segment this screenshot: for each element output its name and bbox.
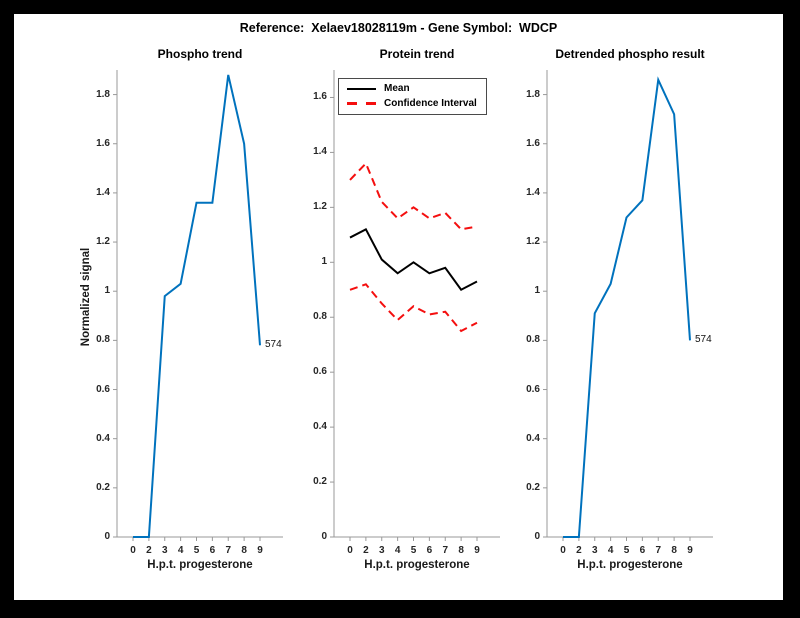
figure-title: Reference: Xelaev18028119m - Gene Symbol… bbox=[239, 21, 558, 35]
y-tick-label: 1.2 bbox=[313, 201, 327, 213]
x-tick-label: 7 bbox=[225, 545, 232, 556]
x-tick-label: 0 bbox=[347, 545, 353, 556]
legend-row-ci: Confidence Interval bbox=[347, 98, 477, 109]
y-tick-label: 0.8 bbox=[96, 334, 110, 346]
y-tick-label: 1.8 bbox=[96, 88, 110, 100]
x-tick-label: 5 bbox=[410, 545, 417, 556]
y-tick-label: 1.4 bbox=[313, 146, 327, 158]
detrended-end-annotation: 574 bbox=[695, 334, 712, 346]
subplot-detrended-title: Detrended phospho result bbox=[555, 47, 705, 61]
x-tick-label: 9 bbox=[474, 545, 480, 556]
x-tick-label: 0 bbox=[560, 545, 566, 556]
x-tick-label: 8 bbox=[671, 545, 677, 556]
phospho-trend-line bbox=[133, 74, 261, 538]
x-tick-label: 3 bbox=[161, 545, 168, 556]
y-tick-label: 0.8 bbox=[313, 311, 327, 323]
x-tick-label: 3 bbox=[378, 545, 385, 556]
x-axis-label-2: H.p.t. progesterone bbox=[364, 559, 470, 571]
detrended-phospho-line bbox=[563, 76, 691, 538]
y-tick-label: 1.4 bbox=[526, 186, 540, 198]
y-tick-label: 1.4 bbox=[96, 186, 110, 198]
x-tick-label: 2 bbox=[146, 545, 152, 556]
y-tick-label: 0.2 bbox=[313, 476, 327, 488]
mean-line-sample-icon bbox=[347, 87, 376, 90]
y-tick-label: 0.4 bbox=[313, 421, 327, 433]
y-tick-label: 1 bbox=[104, 285, 110, 297]
x-axis-label-3: H.p.t. progesterone bbox=[577, 559, 683, 571]
x-tick-label: 7 bbox=[655, 545, 662, 556]
x-tick-label: 9 bbox=[687, 545, 693, 556]
axis-lines bbox=[333, 70, 500, 538]
subplot-phospho-trend-title: Phospho trend bbox=[157, 47, 243, 61]
y-axis-label: Normalized signal bbox=[80, 247, 92, 347]
x-tick-label: 6 bbox=[209, 545, 216, 556]
confidence-interval-upper-line bbox=[349, 161, 478, 231]
confidence-interval-lower-line bbox=[349, 283, 478, 333]
legend-row-mean: Mean bbox=[347, 83, 477, 94]
x-tick-label: 2 bbox=[363, 545, 369, 556]
x-tick-label: 4 bbox=[177, 545, 184, 556]
x-tick-label: 5 bbox=[193, 545, 200, 556]
y-tick-label: 0.4 bbox=[96, 432, 110, 444]
x-tick-label: 6 bbox=[426, 545, 433, 556]
legend-label-ci: Confidence Interval bbox=[384, 98, 477, 109]
y-tick-label: 0 bbox=[104, 531, 110, 542]
x-tick-label: 2 bbox=[576, 545, 582, 556]
y-tick-label: 0.8 bbox=[526, 334, 540, 346]
y-tick-label: 1.8 bbox=[526, 88, 540, 100]
x-tick-label: 9 bbox=[257, 545, 263, 556]
y-tick-label: 1.2 bbox=[526, 236, 540, 248]
x-axis-label-1: H.p.t. progesterone bbox=[147, 559, 253, 571]
x-tick-label: 8 bbox=[458, 545, 464, 556]
legend-label-mean: Mean bbox=[384, 83, 410, 94]
legend: Mean Confidence Interval bbox=[338, 78, 487, 115]
x-tick-label: 8 bbox=[241, 545, 247, 556]
x-tick-label: 5 bbox=[623, 545, 630, 556]
y-tick-label: 1 bbox=[321, 256, 327, 268]
phospho-end-annotation: 574 bbox=[265, 339, 282, 351]
y-tick-label: 0 bbox=[321, 531, 327, 542]
x-tick-label: 6 bbox=[639, 545, 646, 556]
y-tick-label: 1.6 bbox=[313, 91, 327, 103]
y-tick-label: 0.6 bbox=[313, 366, 327, 378]
y-tick-label: 0.2 bbox=[96, 481, 110, 493]
y-tick-label: 0.6 bbox=[96, 383, 110, 395]
x-tick-label: 0 bbox=[130, 545, 136, 556]
y-tick-label: 0.2 bbox=[526, 481, 540, 493]
y-tick-label: 0.6 bbox=[526, 383, 540, 395]
plot-canvas bbox=[113, 70, 713, 541]
mean-line bbox=[349, 227, 478, 292]
subplot-protein-trend-title: Protein trend bbox=[379, 47, 455, 61]
y-tick-label: 1 bbox=[534, 285, 540, 297]
x-tick-label: 7 bbox=[442, 545, 449, 556]
x-tick-label: 4 bbox=[394, 545, 401, 556]
x-tick-label: 3 bbox=[591, 545, 598, 556]
y-tick-label: 1.6 bbox=[526, 137, 540, 149]
confidence-interval-line-sample-icon bbox=[347, 102, 376, 105]
y-tick-label: 1.2 bbox=[96, 236, 110, 248]
matlab-figure: Reference: Xelaev18028119m - Gene Symbol… bbox=[14, 14, 783, 600]
x-tick-label: 4 bbox=[607, 545, 614, 556]
y-tick-label: 0.4 bbox=[526, 432, 540, 444]
y-tick-label: 1.6 bbox=[96, 137, 110, 149]
y-tick-label: 0 bbox=[534, 531, 540, 542]
axis-lines bbox=[116, 70, 283, 538]
